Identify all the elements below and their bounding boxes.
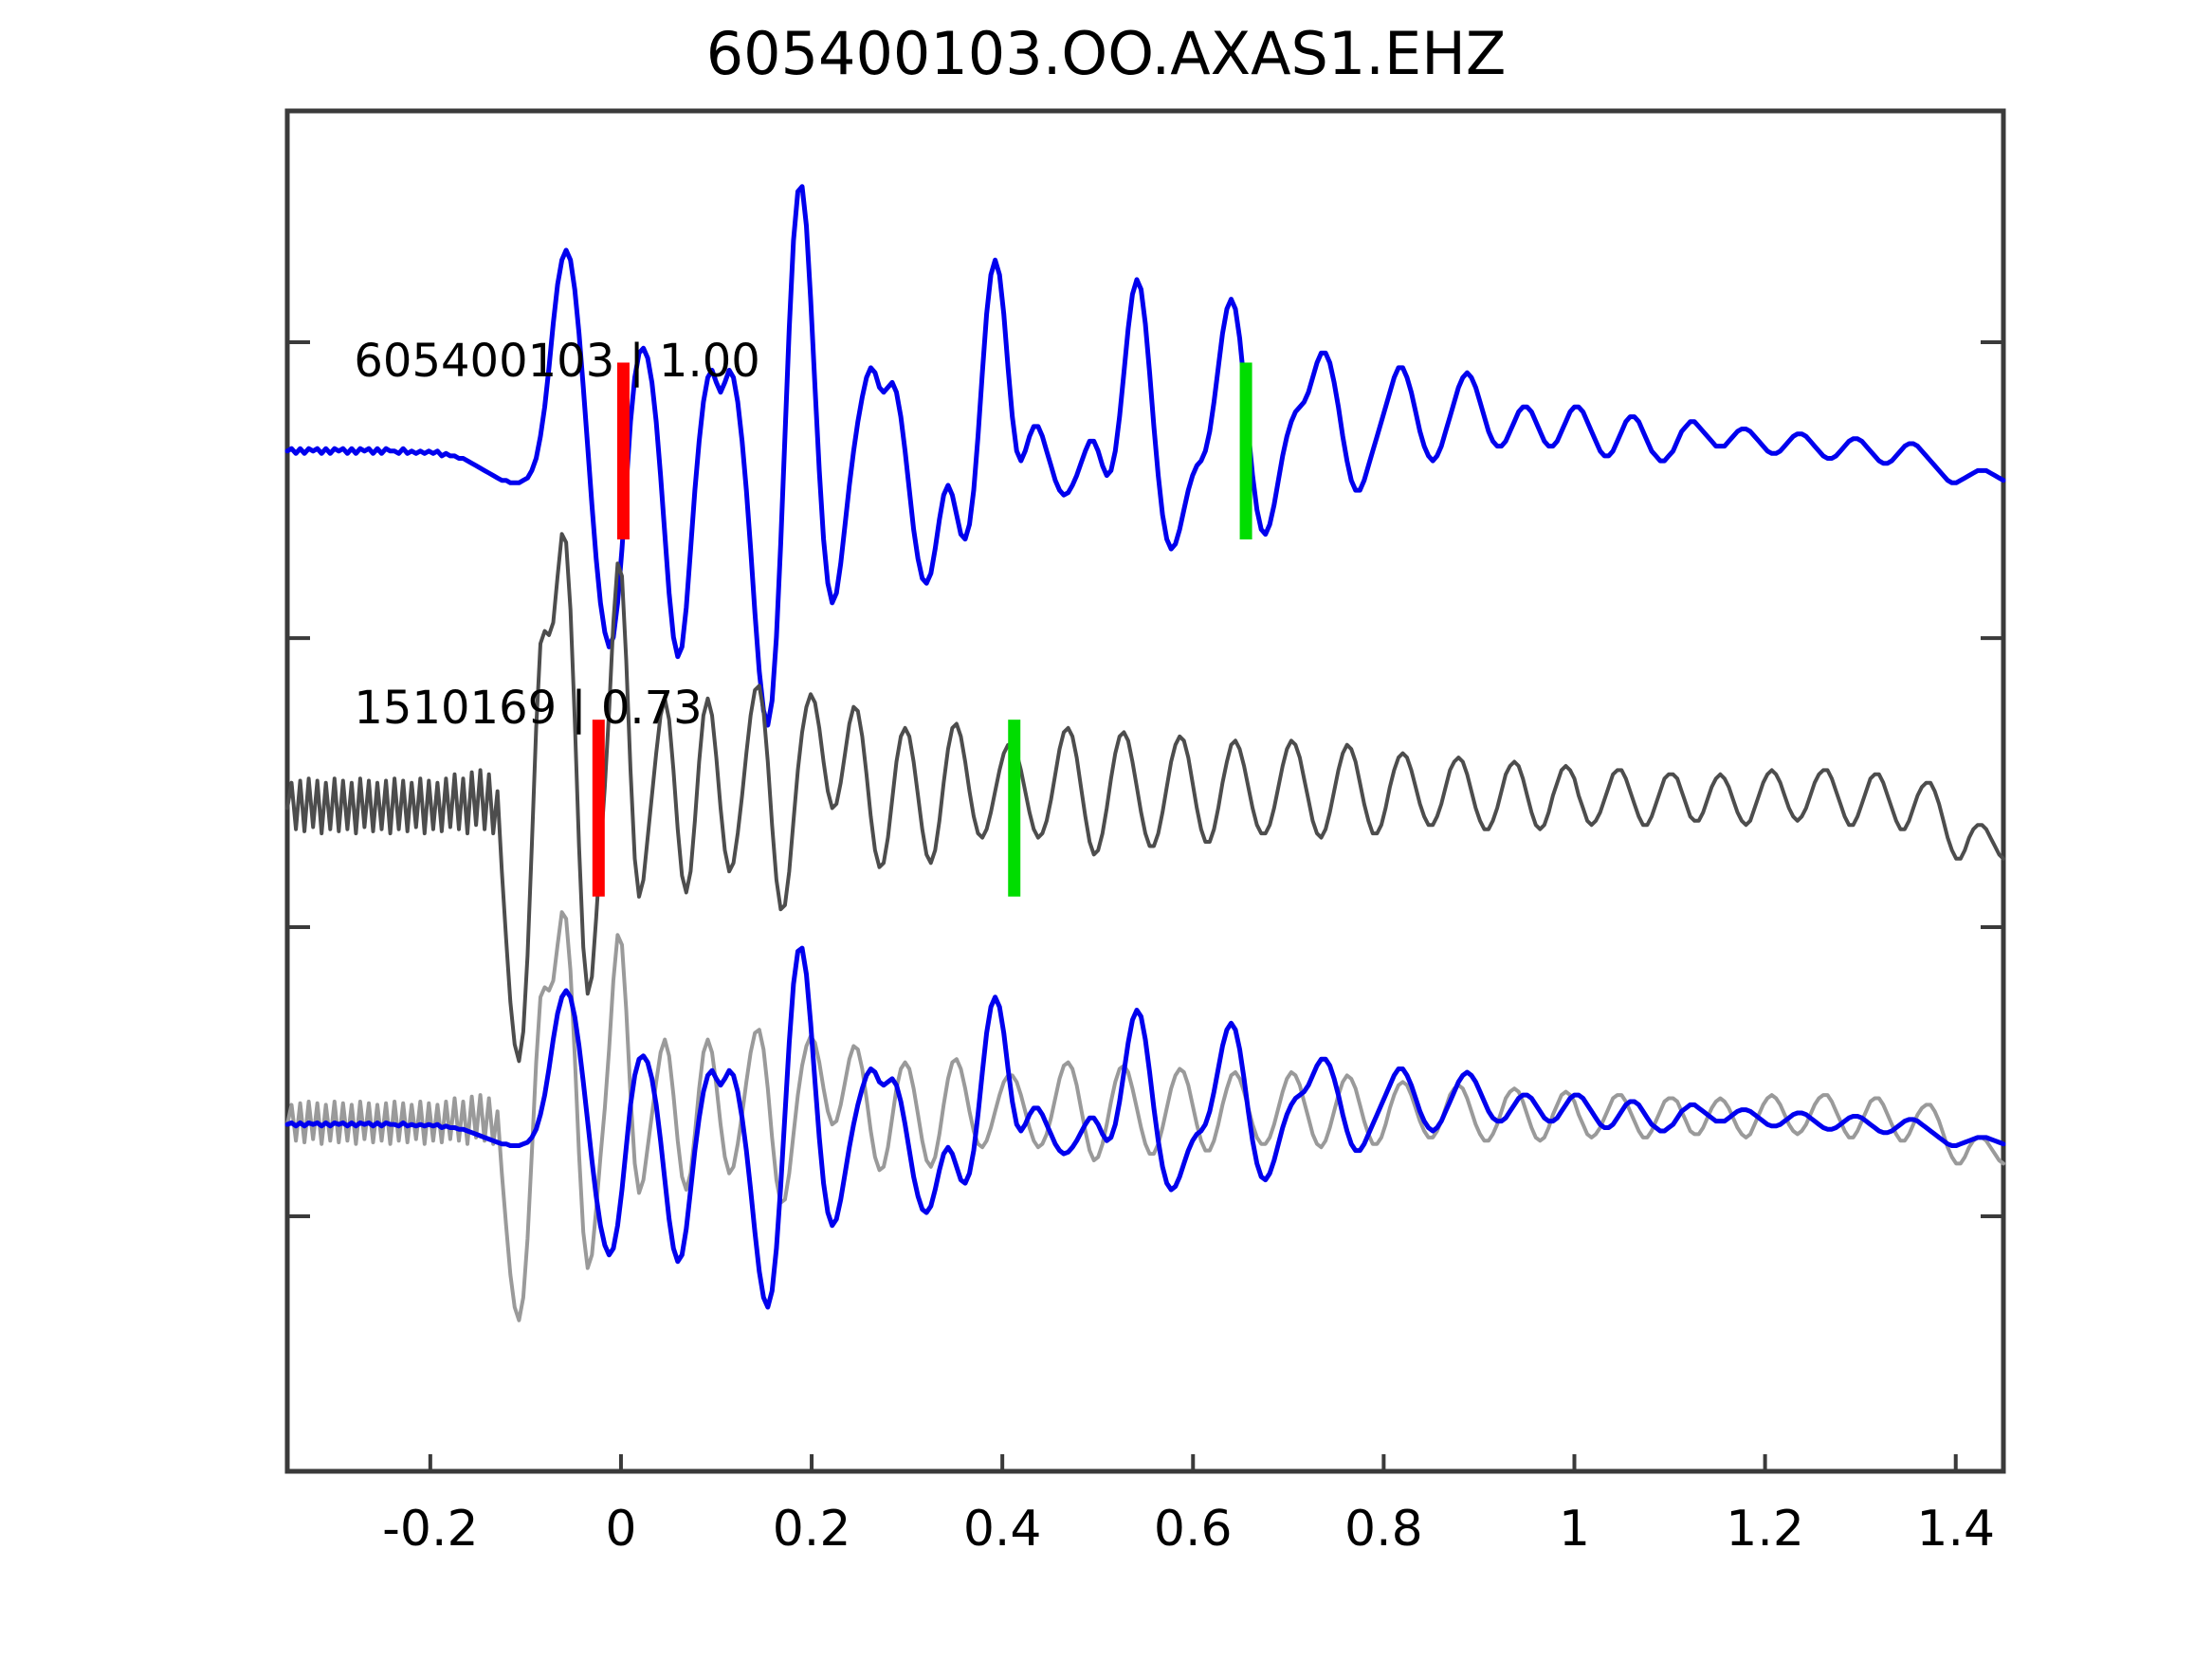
p-pick-trace-2 (592, 720, 605, 897)
waveform-trace-1510169 (285, 532, 2005, 1064)
x-axis-tick-labels: -0.2 0 0.2 0.4 0.6 0.8 1 1.2 1.4 (382, 1501, 1995, 1558)
overlay-trace-1510169 (285, 910, 2005, 1322)
x-axis-ticks (428, 1454, 1958, 1471)
pick-markers (592, 362, 1252, 897)
x-tick-label: 0.4 (963, 1501, 1042, 1558)
x-tick-label: 1.2 (1726, 1501, 1804, 1558)
page-title: 605400103.OO.AXAS1.EHZ (705, 19, 1507, 88)
x-tick-label: 0.6 (1154, 1501, 1233, 1558)
x-tick-label: 0.2 (773, 1501, 851, 1558)
trace-annotations: 605400103 | 1.00 1510169 | 0.73 (354, 335, 759, 735)
x-tick-label: 0 (605, 1501, 636, 1558)
x-tick-label: -0.2 (382, 1501, 478, 1558)
x-tick-label: 1 (1559, 1501, 1590, 1558)
s-pick-trace-2 (1008, 720, 1021, 897)
x-tick-label: 1.4 (1916, 1501, 1995, 1558)
trace-label-605400103: 605400103 | 1.00 (354, 335, 759, 388)
x-tick-label: 0.8 (1344, 1501, 1423, 1558)
trace-label-1510169: 1510169 | 0.73 (354, 682, 702, 735)
overlay-trace-605400103 (284, 945, 2006, 1310)
waveform-trace-605400103 (284, 184, 2006, 728)
waveform-traces (284, 184, 2006, 1322)
y-axis-ticks (287, 339, 2003, 1218)
s-pick-trace-1 (1239, 362, 1252, 540)
p-pick-trace-1 (616, 362, 630, 540)
